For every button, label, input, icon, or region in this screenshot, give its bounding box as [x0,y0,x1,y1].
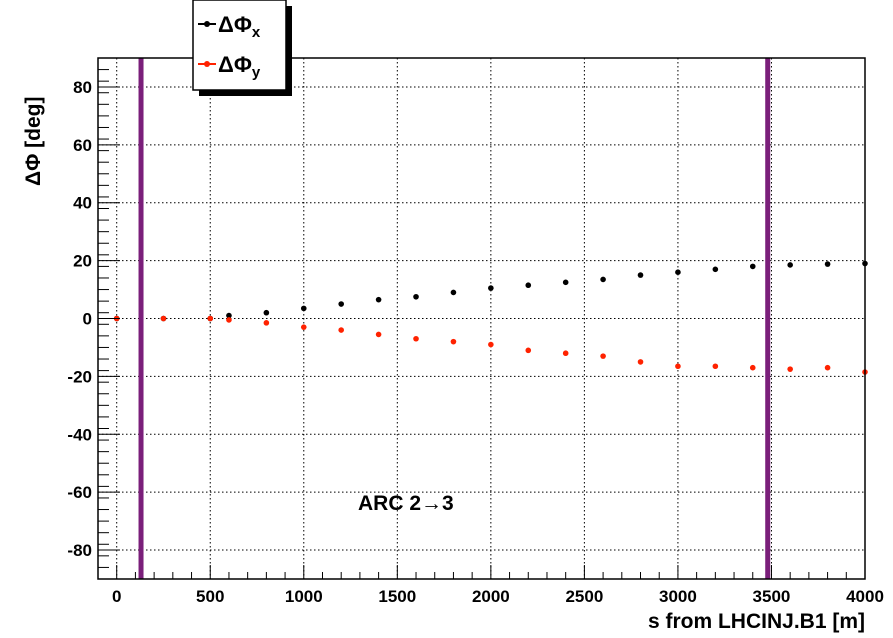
data-point [226,317,232,323]
data-point [600,276,606,283]
legend-entry-0: ΔΦx [198,12,261,41]
x-axis-title: s from LHCINJ.B1 [m] [648,610,865,633]
data-point [787,366,793,372]
data-point [300,324,307,330]
data-point [712,266,719,273]
ticks [98,57,866,580]
x-tick-label: 1000 [285,587,323,606]
data-point [488,341,494,348]
y-tick-label: 60 [73,136,92,155]
annotation-label: ARC 2→3 [358,492,454,515]
series-layer [113,260,868,375]
data-point [450,338,457,345]
data-point [824,364,831,371]
data-point [637,272,644,278]
data-point [263,320,270,326]
legend-box [192,0,287,91]
legend-swatch-marker [204,21,210,27]
data-point [525,282,532,289]
data-point [375,331,382,338]
y-tick-label: -80 [67,541,92,560]
x-tick-label: 0 [112,587,121,606]
data-point [675,269,681,275]
data-point [300,305,307,312]
vertical-markers [138,58,771,579]
annotation: ARC 2→3 [358,492,454,515]
data-point [207,315,214,322]
y-axis-title: ΔΦ [deg] [22,97,45,187]
data-point [488,285,494,291]
data-point [263,309,270,316]
x-tick-label: 2000 [472,587,510,606]
data-point [226,312,232,319]
y-tick-label: -40 [67,425,92,444]
series-1 [113,315,868,375]
data-point [749,263,756,270]
y-tick-label: -20 [67,367,92,386]
legend-label: ΔΦx [218,12,261,41]
y-tick-label: 80 [73,78,92,97]
data-point [749,364,756,371]
x-tick-label: 500 [196,587,224,606]
y-tick-label: 20 [73,252,92,271]
data-point [562,350,569,357]
x-tick-label: 4000 [846,587,884,606]
data-point [413,335,419,342]
data-point [338,327,344,333]
legend-entry-1: ΔΦy [198,52,261,81]
data-point [787,262,793,268]
data-point [450,289,457,296]
x-tick-label: 3500 [753,587,791,606]
data-point [413,293,419,300]
y-tick-label: -60 [67,483,92,502]
legend-label: ΔΦy [218,52,261,81]
y-tick-label: 0 [83,310,92,329]
tick-labels: 0 500 1000 1500 2000 2500 3000 3500 4000 -80 -60 -4… [67,78,883,606]
x-tick-label: 3000 [659,587,697,606]
data-point [375,296,382,303]
legend: ΔΦx ΔΦy [192,0,292,96]
data-point [562,279,569,286]
data-point [160,315,167,322]
data-point [824,261,831,267]
x-tick-label: 1500 [378,587,416,606]
data-point [525,347,532,354]
data-point [712,363,719,370]
data-point [338,301,344,307]
x-tick-label: 2500 [565,587,603,606]
legend-swatch-marker [204,61,210,67]
data-point [675,363,681,370]
data-point [637,359,644,365]
data-point [600,353,606,359]
y-tick-label: 40 [73,194,92,213]
